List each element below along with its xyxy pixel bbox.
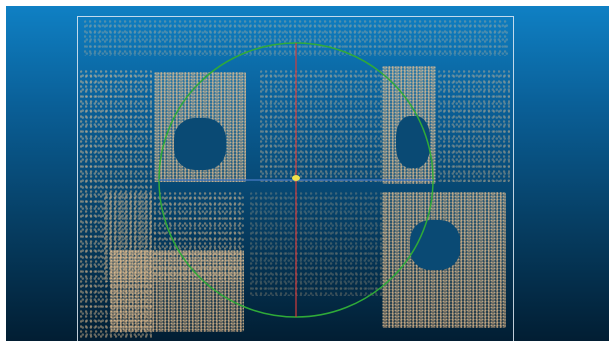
point-cloud-left-opening bbox=[174, 118, 226, 170]
point-cloud-right-edge bbox=[438, 70, 510, 182]
3d-viewport[interactable] bbox=[6, 6, 609, 341]
point-cloud-center-frame bbox=[260, 70, 382, 182]
navigation-overlay bbox=[158, 42, 434, 318]
pivot-point-icon[interactable] bbox=[292, 175, 300, 181]
point-cloud-right-lower-opening bbox=[410, 220, 460, 270]
point-cloud-right-opening bbox=[396, 116, 430, 168]
point-cloud-bounding-box bbox=[77, 16, 514, 341]
point-cloud-left-bottom bbox=[110, 250, 244, 332]
point-cloud-center-lower bbox=[250, 192, 386, 296]
